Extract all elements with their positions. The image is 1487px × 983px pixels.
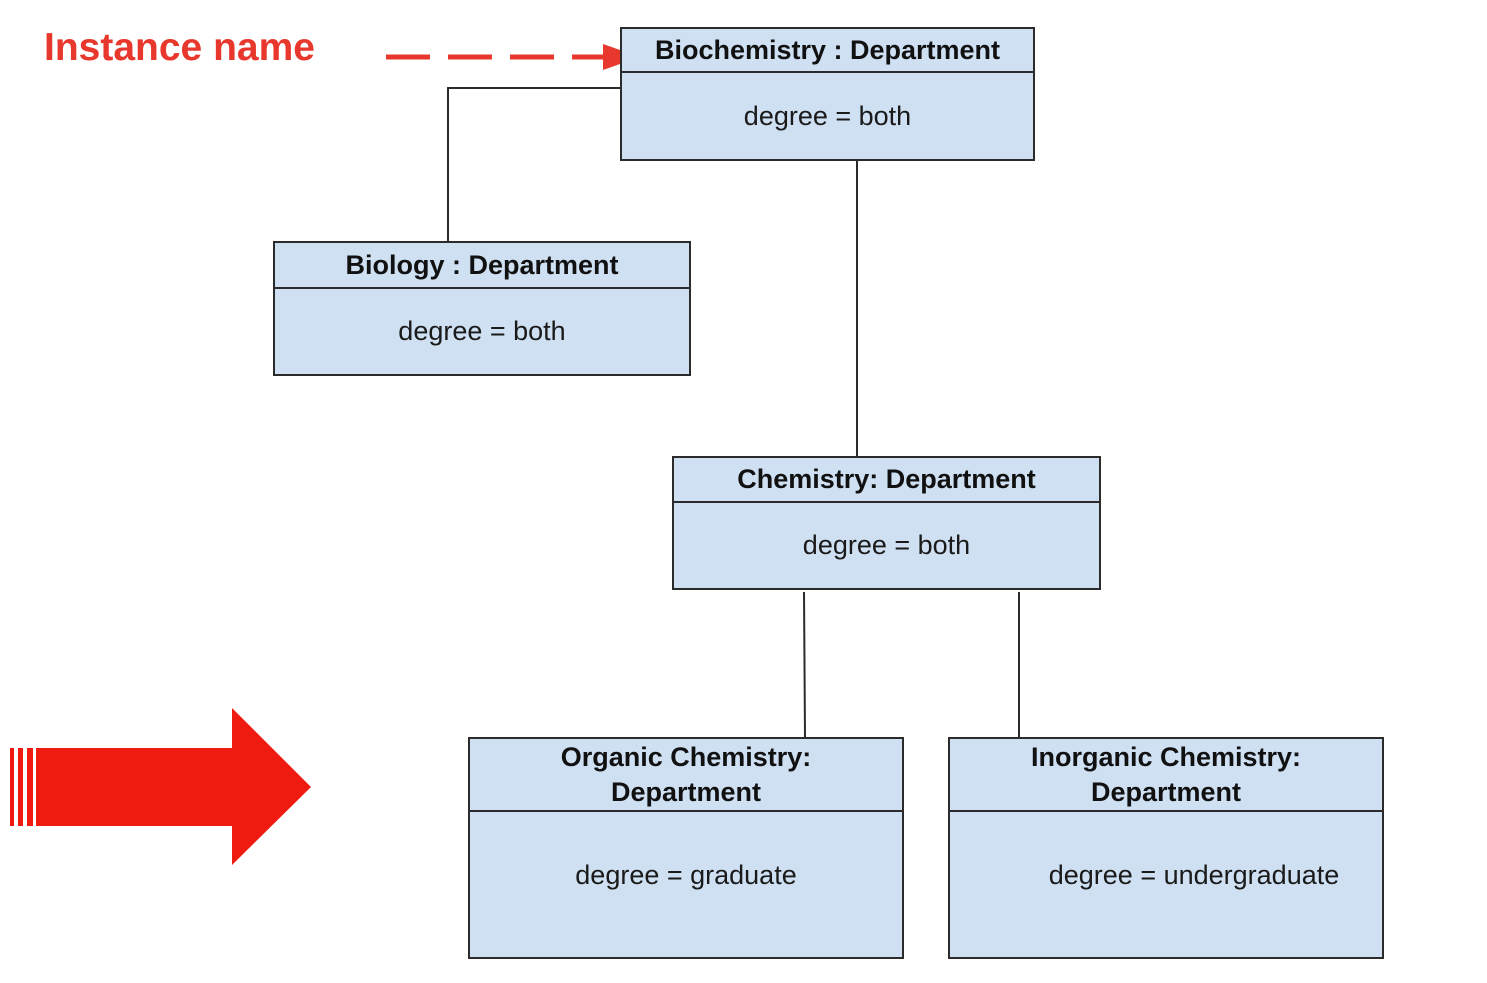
link-chemistry-organic [803,591,806,738]
object-attribute-chemistry: degree = both [802,530,971,560]
object-box-inorganic-chemistry[interactable]: Inorganic Chemistry: Department degree =… [948,737,1384,959]
object-name-line2: Department [1090,776,1242,807]
right-arrow-icon [10,708,311,865]
object-attribute-inorganic-chemistry: degree = undergraduate [1048,860,1340,890]
object-name-chemistry: Chemistry: Department [674,458,1099,503]
object-box-biochemistry[interactable]: Biochemistry : Department degree = both [620,27,1035,161]
dashed-arrow-icon [386,44,640,70]
object-box-chemistry[interactable]: Chemistry: Department degree = both [672,456,1101,590]
object-box-biology[interactable]: Biology : Department degree = both [273,241,691,376]
object-name-line1: Inorganic Chemistry: [1030,741,1302,772]
object-attribute-biochemistry: degree = both [743,100,912,131]
object-name-biology: Biology : Department [275,243,689,289]
object-attribute-organic-chemistry: degree = graduate [575,860,797,890]
object-name-inorganic-chemistry: Inorganic Chemistry: Department [950,739,1382,812]
object-name-line2: Department [610,776,761,807]
object-name-line1: Organic Chemistry: [560,741,812,772]
object-name-organic-chemistry: Organic Chemistry: Department [470,739,902,812]
link-biochemistry-biology [447,87,620,241]
object-attribute-biology: degree = both [398,316,566,346]
object-box-organic-chemistry[interactable]: Organic Chemistry: Department degree = g… [468,737,904,959]
object-name-biochemistry: Biochemistry : Department [622,29,1033,73]
instance-name-label: Instance name [44,26,315,69]
